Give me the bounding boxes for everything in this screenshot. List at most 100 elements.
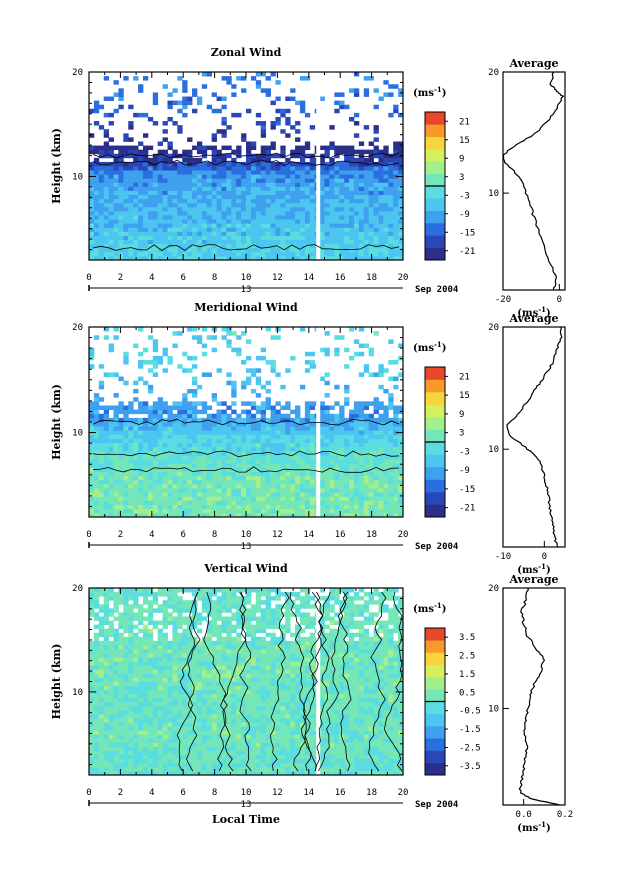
heatmap-cell — [344, 104, 350, 110]
heatmap-cell — [358, 488, 365, 493]
heatmap-cell — [304, 351, 311, 357]
heatmap-cell — [182, 182, 188, 187]
heatmap-cell — [334, 488, 340, 493]
heatmap-cell — [358, 770, 365, 776]
heatmap-cell — [388, 766, 394, 772]
heatmap-cell — [123, 215, 129, 220]
heatmap-cell — [128, 738, 134, 743]
heatmap-cell — [344, 190, 350, 196]
heatmap-cell — [285, 401, 291, 406]
heatmap-cell — [324, 174, 330, 179]
heatmap-cell — [358, 434, 365, 439]
heatmap-cell — [324, 417, 330, 423]
heatmap-cell — [103, 722, 110, 727]
heatmap-cell — [304, 223, 311, 228]
heatmap-cell — [393, 479, 399, 485]
heatmap-cell — [319, 247, 325, 253]
heatmap-cell — [368, 459, 374, 464]
heatmap-cell — [152, 500, 159, 506]
heatmap-cell — [236, 231, 242, 236]
heatmap-cell — [138, 327, 144, 332]
heatmap-cell — [255, 186, 262, 191]
heatmap-cell — [196, 161, 203, 167]
colorbar-tick-label: -15 — [459, 485, 475, 495]
heatmap-cell — [393, 508, 399, 514]
heatmap-cell — [299, 492, 306, 497]
heatmap-cell — [162, 438, 168, 444]
heatmap-cell — [118, 426, 124, 431]
heatmap-cell — [246, 417, 252, 423]
heatmap-cell — [113, 483, 119, 489]
heatmap-cell — [196, 235, 203, 240]
heatmap-cell — [290, 409, 296, 415]
heatmap-cell — [329, 762, 335, 768]
heatmap-cell — [299, 384, 306, 390]
heatmap-cell — [250, 157, 257, 163]
average-unit-exponent: -1 — [538, 305, 546, 314]
heatmap-cell — [172, 734, 178, 739]
heatmap-cell — [113, 186, 119, 191]
heatmap-cell — [265, 170, 271, 175]
heatmap-cell — [147, 215, 154, 220]
heatmap-cell — [378, 492, 384, 497]
heatmap-cell — [177, 251, 183, 257]
heatmap-cell — [206, 235, 213, 240]
heatmap-cell — [388, 422, 394, 427]
heatmap-cell — [275, 182, 281, 187]
heatmap-cell — [182, 235, 188, 240]
heatmap-cell — [265, 442, 271, 448]
heatmap-cell — [353, 149, 360, 155]
heatmap-cell — [93, 417, 100, 423]
heatmap-cell — [167, 508, 173, 514]
heatmap-cell — [309, 434, 316, 439]
heatmap-cell — [290, 422, 296, 427]
heatmap-cell — [172, 343, 178, 349]
heatmap-cell — [285, 198, 291, 204]
heatmap-cell — [265, 430, 271, 435]
heatmap-cell — [211, 92, 217, 97]
heatmap-cell — [349, 231, 355, 236]
heatmap-cell — [142, 488, 149, 493]
heatmap-cell — [89, 166, 95, 171]
heatmap-cell — [344, 149, 350, 155]
heatmap-cell — [250, 178, 257, 183]
heatmap-cell — [196, 186, 203, 191]
heatmap-cell — [226, 467, 232, 472]
heatmap-cell — [118, 227, 124, 232]
heatmap-cell — [373, 770, 379, 776]
heatmap-cell — [142, 471, 149, 477]
heatmap-cell — [334, 504, 340, 510]
heatmap-cell — [280, 479, 286, 485]
heatmap-cell — [378, 210, 384, 216]
heatmap-cell — [383, 446, 389, 452]
heatmap-cell — [265, 397, 271, 402]
heatmap-cell — [108, 504, 114, 510]
heatmap-cell — [334, 463, 340, 468]
heatmap-cell — [250, 368, 257, 373]
heatmap-cell — [246, 492, 252, 497]
heatmap-cell — [334, 467, 340, 472]
heatmap-cell — [142, 206, 149, 212]
heatmap-cell — [285, 475, 291, 481]
heatmap-cell — [172, 100, 178, 106]
heatmap-cell — [98, 198, 105, 204]
heatmap-cell — [388, 746, 394, 752]
heatmap-cell — [167, 178, 173, 183]
heatmap-cell — [250, 194, 257, 200]
heatmap-cell — [118, 446, 124, 452]
heatmap-cell — [353, 409, 360, 415]
heatmap-cell — [265, 92, 271, 97]
heatmap-cell — [275, 417, 281, 423]
heatmap-cell — [329, 235, 335, 240]
heatmap-cell — [113, 718, 119, 723]
heatmap-cell — [152, 430, 159, 435]
heatmap-cell — [236, 730, 242, 735]
heatmap-cell — [270, 413, 276, 419]
heatmap-cell — [113, 730, 119, 735]
heatmap-cell — [295, 770, 301, 776]
heatmap-cell — [383, 734, 389, 739]
heatmap-cell — [108, 405, 114, 411]
heatmap-cell — [192, 186, 198, 191]
heatmap-cell — [339, 722, 345, 727]
heatmap-cell — [290, 434, 296, 439]
